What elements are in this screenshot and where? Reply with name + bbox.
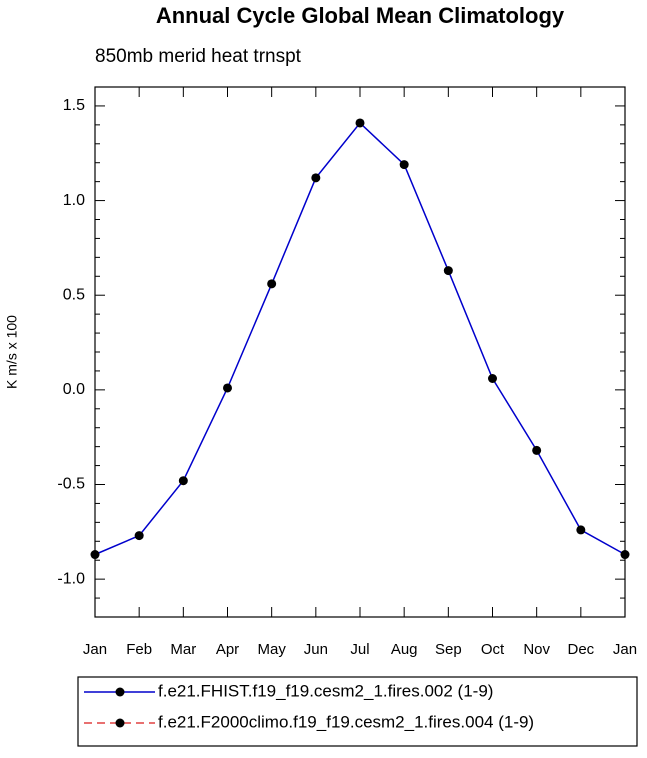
x-tick-label: May [257, 641, 286, 658]
y-tick-label: 0.5 [63, 286, 85, 303]
chart-subtitle: 850mb merid heat trnspt [95, 46, 302, 67]
x-tick-label: Aug [391, 641, 418, 658]
data-point [443, 266, 453, 276]
data-point [90, 550, 100, 560]
y-tick-label: -0.5 [57, 476, 85, 493]
data-point [311, 173, 321, 183]
legend-label: f.e21.F2000climo.f19_f19.cesm2_1.fires.0… [158, 712, 534, 731]
x-tick-label: Jun [304, 641, 328, 658]
x-tick-label: Apr [216, 641, 239, 658]
data-point [532, 445, 542, 455]
data-point [178, 476, 188, 486]
legend-marker [115, 718, 125, 728]
data-point [223, 383, 232, 393]
y-tick-label: 0.0 [63, 381, 85, 398]
legend-label: f.e21.FHIST.f19_f19.cesm2_1.fires.002 (1… [158, 681, 493, 700]
x-tick-label: Feb [126, 641, 152, 658]
legend-marker [115, 687, 125, 697]
x-tick-label: Jan [613, 641, 637, 658]
x-tick-label: Mar [170, 641, 196, 658]
data-point [620, 550, 630, 560]
x-tick-label: Sep [435, 641, 462, 658]
data-point [355, 118, 365, 128]
x-tick-label: Oct [481, 641, 505, 658]
x-tick-label: Nov [523, 641, 550, 658]
legend-box [77, 676, 638, 747]
data-point [399, 160, 409, 170]
data-point [134, 531, 144, 541]
plot-frame [94, 86, 626, 618]
data-point [488, 374, 497, 383]
x-tick-label: Dec [567, 641, 594, 658]
chart-title: Annual Cycle Global Mean Climatology [156, 3, 565, 28]
y-tick-label: -1.0 [57, 570, 85, 587]
y-axis-label: K m/s x 100 [4, 315, 20, 389]
data-point [267, 279, 277, 289]
series-line [94, 121, 626, 556]
x-tick-label: Jan [83, 641, 107, 658]
data-point [576, 525, 586, 535]
y-tick-label: 1.5 [63, 97, 85, 114]
x-tick-label: Jul [350, 641, 369, 658]
y-tick-label: 1.0 [63, 192, 85, 209]
